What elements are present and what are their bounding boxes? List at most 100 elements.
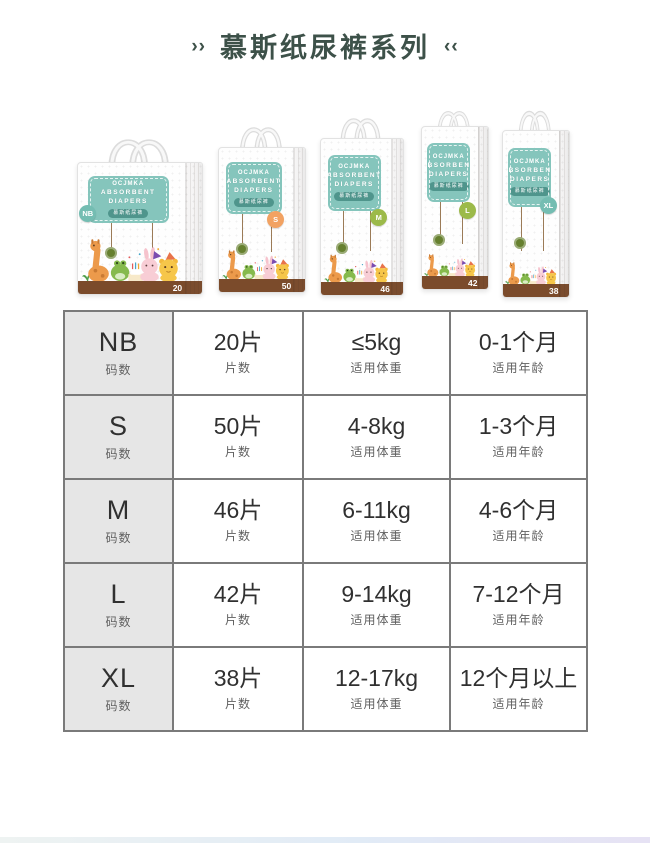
table-row: M 码数 46片 片数 6-11kg 适用体重 4-6个月 适用年龄 — [63, 478, 588, 564]
piece-count: 46 — [380, 283, 390, 294]
size-spec-table: NB 码数 20片 片数 ≤5kg 适用体重 0-1个月 适用年龄 S 码数 50片 片数 … — [63, 310, 588, 732]
tag-string — [111, 223, 113, 258]
brand-panel: OCJMKA ABSORBENT DIAPERS 慕斯纸尿裤 — [427, 143, 471, 202]
brand-logo: OCJMKA — [432, 153, 465, 160]
panel-title-line2: DIAPERS — [108, 198, 148, 206]
panel-title-line2: DIAPERS — [510, 176, 550, 184]
panel-subtitle: 慕斯纸尿裤 — [108, 209, 149, 219]
weight-cell: 4-8kg 适用体重 — [302, 394, 451, 480]
animals-illustration — [221, 234, 292, 280]
bag-body: OCJMKA ABSORBENT DIAPERS 慕斯纸尿裤 S 50 — [218, 147, 306, 293]
count-cell: 38片 片数 — [172, 646, 304, 732]
left-chevrons-icon: ‹‹ — [444, 35, 459, 57]
tag-string — [439, 201, 441, 244]
bag-handle-icon — [94, 128, 183, 166]
panel-title-line1: ABSORBENT — [508, 166, 552, 174]
bag-body: OCJMKA ABSORBENT DIAPERS 慕斯纸尿裤 M 46 — [320, 138, 404, 296]
product-bag-l: OCJMKA ABSORBENT DIAPERS 慕斯纸尿裤 L 42 — [421, 102, 489, 290]
package-bottom-strip: 38 — [503, 284, 569, 297]
bottom-accent-bar — [0, 837, 650, 843]
tag-string — [242, 214, 244, 252]
animals-illustration — [504, 243, 559, 285]
table-row: NB 码数 20片 片数 ≤5kg 适用体重 0-1个月 适用年龄 — [63, 310, 588, 396]
tag-string — [542, 207, 544, 251]
size-cell: L 码数 — [63, 562, 174, 648]
brand-logo: OCJMKA — [237, 169, 270, 176]
weight-cell: ≤5kg 适用体重 — [302, 310, 451, 396]
page-title: 慕斯纸尿裤系列 — [220, 33, 430, 63]
table-row: XL 码数 38片 片数 12-17kg 适用体重 12个月以上 适用年龄 — [63, 646, 588, 732]
bag-body: OCJMKA ABSORBENT DIAPERS 慕斯纸尿裤 L 42 — [421, 126, 489, 290]
hang-tag — [513, 237, 526, 250]
bag-handle-icon — [331, 108, 390, 142]
tag-string — [152, 223, 154, 258]
bag-side-gusset — [184, 163, 202, 294]
panel-subtitle: 慕斯纸尿裤 — [428, 182, 469, 192]
weight-cell: 6-11kg 适用体重 — [302, 478, 451, 564]
tag-string — [461, 201, 463, 244]
package-bottom-strip: 50 — [219, 279, 305, 292]
page-title-row: ›› 慕斯纸尿裤系列 ‹‹ — [0, 26, 650, 65]
age-cell: 7-12个月 适用年龄 — [449, 562, 588, 648]
brand-logo: OCJMKA — [338, 163, 371, 170]
piece-count: 20 — [172, 282, 183, 293]
weight-cell: 12-17kg 适用体重 — [302, 646, 451, 732]
product-lineup: OCJMKA ABSORBENT DIAPERS 慕斯纸尿裤 NB 20 — [0, 90, 650, 305]
bag-side-gusset — [292, 148, 305, 292]
panel-title-line1: ABSORBENT — [100, 189, 156, 197]
brand-panel: OCJMKA ABSORBENT DIAPERS 慕斯纸尿裤 — [327, 154, 381, 211]
panel-title-line2: DIAPERS — [429, 170, 469, 178]
animals-illustration — [323, 239, 391, 283]
hang-tag — [105, 246, 118, 259]
count-cell: 42片 片数 — [172, 562, 304, 648]
piece-count: 42 — [467, 277, 478, 288]
count-cell: 20片 片数 — [172, 310, 304, 396]
package-bottom-strip: 42 — [422, 276, 488, 289]
package-bottom-strip: 46 — [321, 282, 403, 295]
piece-count: 50 — [281, 280, 292, 291]
age-cell: 1-3个月 适用年龄 — [449, 394, 588, 480]
panel-subtitle: 慕斯纸尿裤 — [233, 198, 274, 208]
brand-logo: OCJMKA — [112, 180, 145, 187]
age-cell: 12个月以上 适用年龄 — [449, 646, 588, 732]
bag-side-gusset — [559, 131, 569, 297]
size-cell: XL 码数 — [63, 646, 174, 732]
hang-tag — [335, 241, 348, 254]
product-bag-nb: OCJMKA ABSORBENT DIAPERS 慕斯纸尿裤 NB 20 — [77, 128, 203, 295]
table-row: L 码数 42片 片数 9-14kg 适用体重 7-12个月 适用年龄 — [63, 562, 588, 648]
age-cell: 4-6个月 适用年龄 — [449, 478, 588, 564]
panel-subtitle: 慕斯纸尿裤 — [509, 187, 550, 197]
brand-logo: OCJMKA — [513, 158, 546, 165]
size-cell: NB 码数 — [63, 310, 174, 396]
hang-tag — [236, 243, 249, 256]
animals-illustration — [423, 235, 478, 277]
tag-string — [343, 210, 345, 252]
product-bag-m: OCJMKA ABSORBENT DIAPERS 慕斯纸尿裤 M 46 — [320, 108, 404, 296]
size-badge: M — [370, 209, 388, 227]
bag-body: OCJMKA ABSORBENT DIAPERS 慕斯纸尿裤 XL 38 — [502, 130, 570, 298]
panel-subtitle: 慕斯纸尿裤 — [334, 192, 375, 202]
weight-cell: 9-14kg 适用体重 — [302, 562, 451, 648]
panel-title-line2: DIAPERS — [234, 186, 274, 194]
age-cell: 0-1个月 适用年龄 — [449, 310, 588, 396]
brand-panel: OCJMKA ABSORBENT DIAPERS 慕斯纸尿裤 — [508, 147, 552, 208]
bag-body: OCJMKA ABSORBENT DIAPERS 慕斯纸尿裤 NB 20 — [77, 162, 203, 295]
size-badge: L — [458, 201, 476, 219]
tag-string — [520, 207, 522, 251]
bag-side-gusset — [391, 139, 403, 295]
size-badge: NB — [79, 204, 97, 222]
brand-panel: OCJMKA ABSORBENT DIAPERS 慕斯纸尿裤 — [87, 176, 169, 224]
tag-string — [270, 214, 272, 252]
right-chevrons-icon: ›› — [191, 35, 206, 57]
bag-side-gusset — [478, 127, 488, 289]
panel-title-line1: ABSORBENT — [427, 161, 471, 169]
size-badge: S — [267, 211, 285, 229]
size-cell: M 码数 — [63, 478, 174, 564]
product-bag-s: OCJMKA ABSORBENT DIAPERS 慕斯纸尿裤 S 50 — [218, 117, 306, 293]
tag-string — [370, 210, 372, 252]
size-cell: S 码数 — [63, 394, 174, 480]
product-bag-xl: OCJMKA ABSORBENT DIAPERS 慕斯纸尿裤 XL 38 — [502, 100, 570, 298]
count-cell: 46片 片数 — [172, 478, 304, 564]
package-bottom-strip: 20 — [78, 281, 202, 294]
